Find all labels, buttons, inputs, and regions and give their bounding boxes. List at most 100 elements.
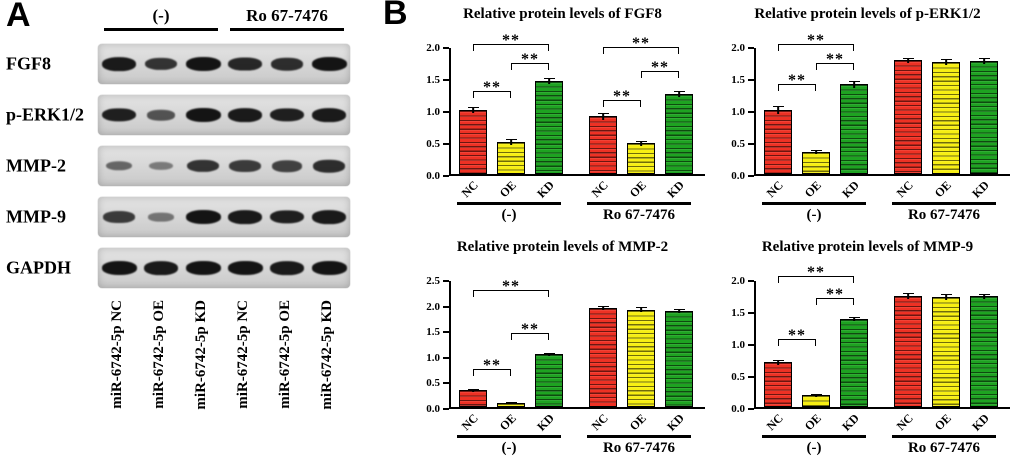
- bar-kd: [970, 296, 998, 407]
- significance-bracket: [473, 44, 549, 52]
- y-tick-label: 1.0: [426, 351, 440, 364]
- y-tick-label: 2.0: [426, 300, 440, 313]
- blot-group-headers: (-) Ro 67-7476: [98, 6, 350, 31]
- y-axis: 0.0 0.5 1.0 1.5 2.0 2.5: [413, 275, 449, 415]
- panel-b-charts: B Relative protein levels of FGF8 0.0 0.5…: [383, 0, 1020, 466]
- significance-label: **: [483, 357, 501, 375]
- group-label: Ro 67-7476: [907, 207, 981, 223]
- blot-band: [228, 57, 262, 71]
- bar-kd: [665, 94, 693, 174]
- error-bar: [597, 306, 609, 310]
- blot-row: GAPDH: [6, 248, 350, 288]
- blot-band: [185, 108, 221, 122]
- bar-oe: [802, 151, 830, 174]
- y-tick-label: 0.5: [426, 138, 440, 150]
- significance-label: **: [826, 51, 844, 69]
- chart-perk12: Relative protein levels of p-ERK1/2 0.0 0…: [718, 2, 1017, 231]
- significance-bracket: [778, 83, 816, 91]
- bar-nc: [459, 110, 487, 174]
- error-bar: [635, 140, 647, 146]
- error-bar: [848, 80, 860, 89]
- group-line: [762, 435, 866, 438]
- significance-bracket: [603, 99, 641, 107]
- y-tick: [748, 47, 754, 49]
- bar-kd: [840, 84, 868, 174]
- y-tick: [748, 344, 754, 346]
- bar-kd: [840, 319, 868, 407]
- bar-nc: [589, 116, 617, 174]
- y-tick-label: 0.5: [731, 138, 745, 150]
- y-tick-label: 1.5: [426, 74, 440, 86]
- significance-bracket: [511, 333, 549, 341]
- significance-bracket: [816, 297, 854, 305]
- y-tick-label: 0.0: [426, 170, 440, 182]
- y-tick-label: 0.0: [426, 403, 440, 415]
- blot-band: [185, 57, 221, 71]
- y-tick: [748, 79, 754, 81]
- chart-title-fgf8: Relative protein levels of FGF8: [463, 6, 662, 22]
- significance-bracket: [778, 44, 854, 52]
- plot-area: ** ** **: [754, 32, 1010, 176]
- significance-bracket: [511, 63, 549, 71]
- error-bar: [505, 401, 517, 404]
- x-axis-labels: NC OE KD NC OE KD: [754, 409, 1017, 435]
- plot-row: 0.0 0.5 1.0 1.5 2.0 ** ** **: [718, 24, 1017, 182]
- blot-band: [148, 161, 174, 171]
- blot-band: [145, 57, 177, 71]
- significance-label: **: [651, 59, 669, 76]
- blot-row: MMP-9: [6, 197, 350, 237]
- significance-label: **: [632, 34, 650, 52]
- charts-grid: Relative protein levels of FGF8 0.0 0.5 1.…: [413, 2, 1017, 464]
- y-tick-label: 1.0: [426, 106, 440, 118]
- group-label: Ro 67-7476: [907, 440, 981, 456]
- blot-band: [227, 261, 263, 275]
- group-label: (-): [501, 207, 517, 223]
- y-tick-label: 0.0: [731, 170, 745, 182]
- y-tick-label: 0.5: [426, 377, 440, 390]
- y-tick: [443, 382, 449, 385]
- group-label: Ro 67-7476: [602, 207, 676, 223]
- error-bar: [467, 388, 479, 392]
- chart-fgf8: Relative protein levels of FGF8 0.0 0.5 1.…: [413, 2, 712, 231]
- chart-mmp9: Relative protein levels of MMP-9 0.0 0.5 1…: [718, 235, 1017, 464]
- chart-mmp2: Relative protein levels of MMP-2 0.0 0.5 1…: [413, 235, 712, 464]
- blot-row: p-ERK1/2: [6, 95, 350, 135]
- significance-label: **: [807, 32, 825, 50]
- y-tick-label: 1.0: [731, 339, 745, 351]
- bar-nc: [894, 296, 922, 407]
- chart-title-perk12: Relative protein levels of p-ERK1/2: [754, 6, 981, 22]
- error-bar: [940, 293, 952, 300]
- blot-band: [148, 212, 174, 222]
- y-tick-label: 2.0: [731, 42, 745, 54]
- blot-band: [269, 261, 305, 275]
- significance-label: **: [521, 51, 539, 69]
- plot-area: ** ** ** ** ** **: [449, 32, 705, 176]
- y-tick: [443, 175, 449, 177]
- error-bar: [978, 293, 990, 299]
- panel-b-label: B: [383, 0, 408, 32]
- blot-row: MMP-2: [6, 146, 350, 186]
- lane-label: miR-6742-5p OE: [151, 300, 167, 409]
- x-axis-labels: NC OE KD NC OE KD: [449, 409, 712, 435]
- group-line: [587, 202, 691, 205]
- error-bar: [978, 57, 990, 64]
- y-tick: [748, 312, 754, 314]
- blot-band: [312, 159, 346, 173]
- y-tick: [443, 143, 449, 145]
- blot-band: [227, 210, 263, 224]
- group-line: [587, 435, 691, 438]
- y-tick-label: 1.5: [731, 307, 745, 319]
- blot-row-label: p-ERK1/2: [6, 104, 85, 125]
- error-bar: [673, 308, 685, 313]
- y-axis: 0.0 0.5 1.0 1.5 2.0: [718, 42, 754, 182]
- panel-a-western-blot: A (-) Ro 67-7476 FGF8 p-ERK1/2 MMP-2 MMP-9 G…: [0, 0, 383, 466]
- group-label: Ro 67-7476: [602, 440, 676, 456]
- y-tick: [748, 408, 754, 410]
- significance-label: **: [613, 87, 631, 105]
- y-tick: [443, 408, 449, 410]
- blot-rows: FGF8 p-ERK1/2 MMP-2 MMP-9 GAPDH: [6, 44, 350, 299]
- significance-bracket: [603, 46, 679, 54]
- error-bar: [810, 394, 822, 397]
- group-axis: (-) Ro 67-7476: [754, 435, 1017, 463]
- lane-label: miR-6742-5p KD: [193, 300, 209, 410]
